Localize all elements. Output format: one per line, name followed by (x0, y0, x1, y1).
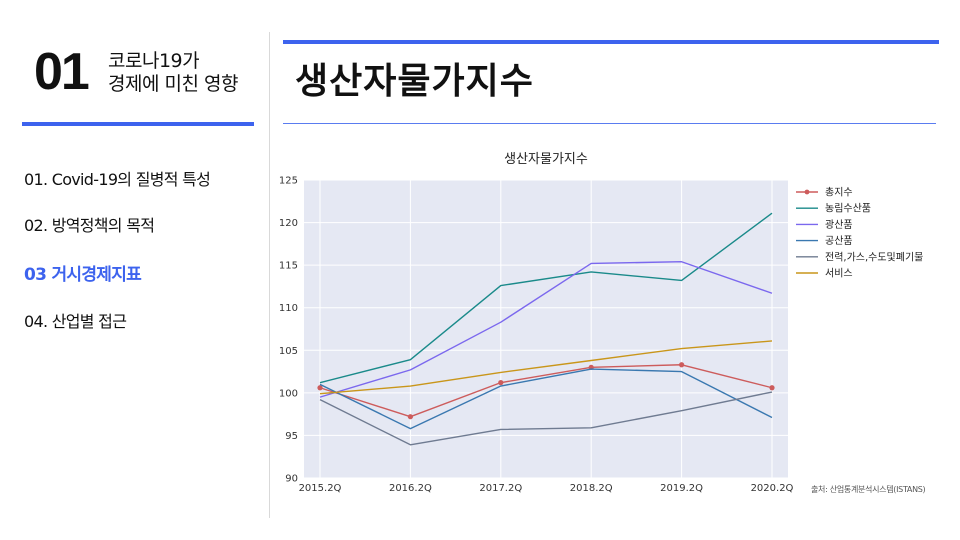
nav-item-disease-characteristics[interactable]: 01. Covid-19의 질병적 특성 (24, 170, 211, 189)
y-tick-label: 110 (279, 303, 298, 314)
y-tick-label: 115 (279, 261, 298, 272)
plot-area (304, 180, 788, 478)
series-line-2 (319, 261, 773, 398)
y-tick-label: 100 (279, 388, 298, 399)
chart-title: 생산자물가지수 (504, 152, 588, 167)
legend-label: 서비스 (825, 268, 853, 280)
data-point (407, 414, 413, 420)
series-line-4 (319, 391, 773, 446)
nav-item-macro-indicators[interactable]: 03 거시경제지표 (24, 265, 142, 285)
legend-label: 농림수산품 (825, 203, 871, 215)
series-line-5 (319, 340, 773, 395)
data-point (498, 380, 504, 386)
x-tick-label: 2019.2Q (660, 483, 703, 494)
x-tick-label: 2017.2Q (479, 483, 522, 494)
series-line-3 (319, 368, 773, 430)
data-point (769, 385, 775, 391)
data-point (317, 385, 323, 391)
nav-item-industry-approach[interactable]: 04. 산업별 접근 (24, 312, 127, 331)
section-title-line2: 경제에 미친 영향 (108, 73, 238, 95)
title-divider (283, 123, 936, 124)
legend-label: 광산품 (825, 219, 853, 231)
section-title-line1: 코로나19가 (108, 50, 200, 72)
page-title: 생산자물가지수 (295, 61, 534, 102)
source-note: 출처: 산업통계분석시스템(ISTANS) (811, 485, 926, 494)
legend-label: 전력,가스,수도및폐기물 (825, 251, 923, 263)
x-tick-label: 2020.2Q (751, 483, 794, 494)
y-tick-label: 105 (279, 346, 298, 357)
y-tick-label: 95 (285, 431, 298, 442)
x-axis-ticks: 2015.2Q 2016.2Q 2017.2Q 2018.2Q 2019.2Q 2020.… (299, 483, 794, 494)
series-line-0 (319, 364, 773, 418)
y-tick-label: 90 (285, 474, 298, 485)
legend-label: 공산품 (825, 235, 853, 247)
section-number: 01 (34, 43, 90, 101)
section-title: 코로나19가 경제에 미친 영향 (108, 50, 238, 96)
y-tick-label: 120 (279, 218, 298, 229)
x-tick-label: 2018.2Q (570, 483, 613, 494)
legend-marker (804, 189, 810, 195)
y-tick-label: 125 (279, 176, 298, 187)
series-lines (317, 212, 775, 446)
legend-label: 총지수 (825, 187, 853, 199)
data-point (679, 362, 685, 368)
ppi-chart: 생산자물가지수 90 95 100 105 110 115 120 125 2015.2Q 20… (278, 140, 948, 520)
series-line-1 (319, 212, 773, 384)
section-header: 01 코로나19가 경제에 미친 영향 (30, 42, 270, 102)
x-tick-label: 2016.2Q (389, 483, 432, 494)
nav-item-quarantine-policy[interactable]: 02. 방역정책의 목적 (24, 216, 155, 235)
x-tick-label: 2015.2Q (299, 483, 342, 494)
header-accent-bar (283, 40, 939, 44)
section-accent-bar (22, 122, 254, 126)
vertical-divider (269, 32, 270, 518)
y-axis-ticks: 90 95 100 105 110 115 120 125 (279, 176, 298, 485)
